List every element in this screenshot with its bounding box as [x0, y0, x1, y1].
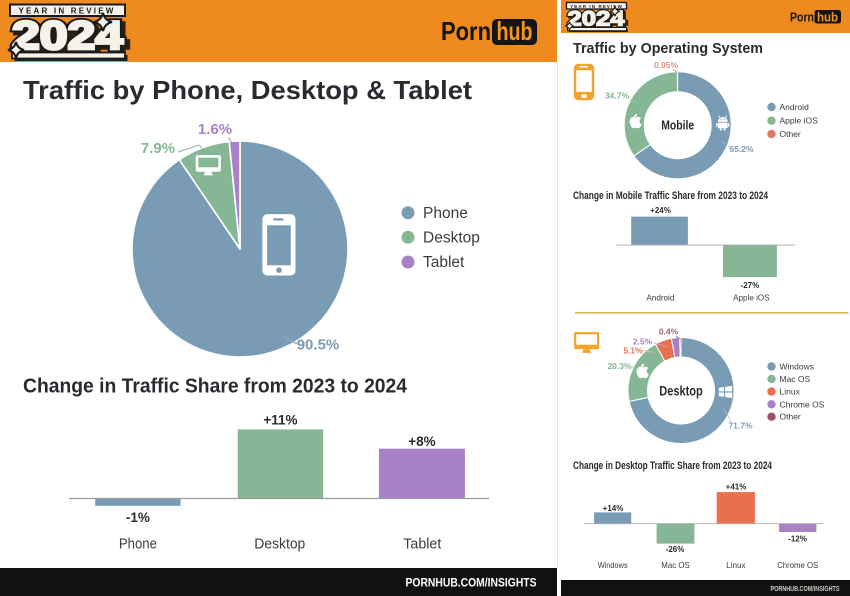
svg-text:34.7%: 34.7% — [605, 91, 630, 101]
svg-text:Porn: Porn — [441, 16, 491, 46]
svg-text:Change in Traffic Share from 2: Change in Traffic Share from 2023 to 202… — [23, 376, 408, 398]
svg-text:Tablet: Tablet — [423, 254, 465, 271]
svg-text:Mac OS: Mac OS — [780, 374, 811, 384]
svg-text:2024: 2024 — [12, 14, 124, 58]
svg-text:-27%: -27% — [741, 281, 760, 290]
svg-text:Desktop: Desktop — [423, 230, 480, 247]
svg-text:0.05%: 0.05% — [654, 60, 679, 70]
svg-text:71.7%: 71.7% — [728, 421, 753, 431]
svg-text:+8%: +8% — [408, 434, 435, 449]
svg-text:Porn: Porn — [790, 10, 814, 25]
svg-text:+14%: +14% — [603, 504, 624, 513]
svg-text:Traffic by Operating System: Traffic by Operating System — [573, 40, 763, 57]
svg-text:-1%: -1% — [126, 510, 150, 525]
svg-text:0.4%: 0.4% — [659, 327, 679, 337]
svg-text:YEAR IN REVIEW: YEAR IN REVIEW — [18, 7, 115, 16]
svg-text:90.5%: 90.5% — [297, 337, 340, 354]
svg-text:PORNHUB.COM/INSIGHTS: PORNHUB.COM/INSIGHTS — [771, 586, 840, 593]
svg-text:Desktop: Desktop — [659, 384, 703, 399]
svg-text:5.1%: 5.1% — [623, 346, 643, 356]
svg-text:Linux: Linux — [726, 560, 746, 570]
svg-text:YEAR IN REVIEW: YEAR IN REVIEW — [570, 4, 623, 9]
svg-text:Chrome OS: Chrome OS — [780, 399, 825, 409]
svg-text:Phone: Phone — [423, 205, 468, 222]
svg-text:Tablet: Tablet — [403, 536, 442, 553]
svg-text:Windows: Windows — [598, 560, 628, 570]
svg-text:hub: hub — [817, 10, 838, 25]
svg-text:Chrome OS: Chrome OS — [777, 560, 818, 570]
svg-text:Change in Mobile Traffic Share: Change in Mobile Traffic Share from 2023… — [573, 190, 769, 202]
svg-text:2.5%: 2.5% — [633, 337, 653, 347]
svg-text:Change in Desktop Traffic Shar: Change in Desktop Traffic Share from 202… — [573, 460, 773, 472]
svg-text:Other: Other — [780, 412, 801, 422]
svg-text:+24%: +24% — [650, 206, 671, 215]
svg-text:20.3%: 20.3% — [607, 361, 632, 371]
svg-text:Other: Other — [780, 129, 801, 139]
svg-text:7.9%: 7.9% — [141, 140, 175, 157]
svg-text:+41%: +41% — [726, 483, 747, 492]
svg-text:+11%: +11% — [263, 413, 297, 428]
svg-text:Linux: Linux — [780, 387, 801, 397]
svg-text:PORNHUB.COM/INSIGHTS: PORNHUB.COM/INSIGHTS — [406, 578, 537, 590]
svg-text:Apple iOS: Apple iOS — [733, 293, 770, 303]
svg-text:-26%: -26% — [666, 545, 685, 554]
svg-text:1.6%: 1.6% — [198, 121, 232, 138]
svg-text:hub: hub — [497, 16, 533, 46]
svg-text:Desktop: Desktop — [254, 536, 305, 553]
svg-text:Mac OS: Mac OS — [661, 560, 690, 570]
svg-text:Apple iOS: Apple iOS — [780, 116, 819, 126]
svg-text:Mobile: Mobile — [661, 119, 694, 133]
svg-text:Traffic by Phone, Desktop & Ta: Traffic by Phone, Desktop & Tablet — [23, 75, 472, 105]
svg-text:Phone: Phone — [119, 536, 157, 553]
svg-text:Windows: Windows — [780, 362, 814, 372]
svg-text:Android: Android — [780, 102, 810, 112]
svg-text:Android: Android — [646, 293, 674, 303]
svg-text:65.2%: 65.2% — [729, 144, 754, 154]
svg-text:-12%: -12% — [788, 535, 807, 544]
